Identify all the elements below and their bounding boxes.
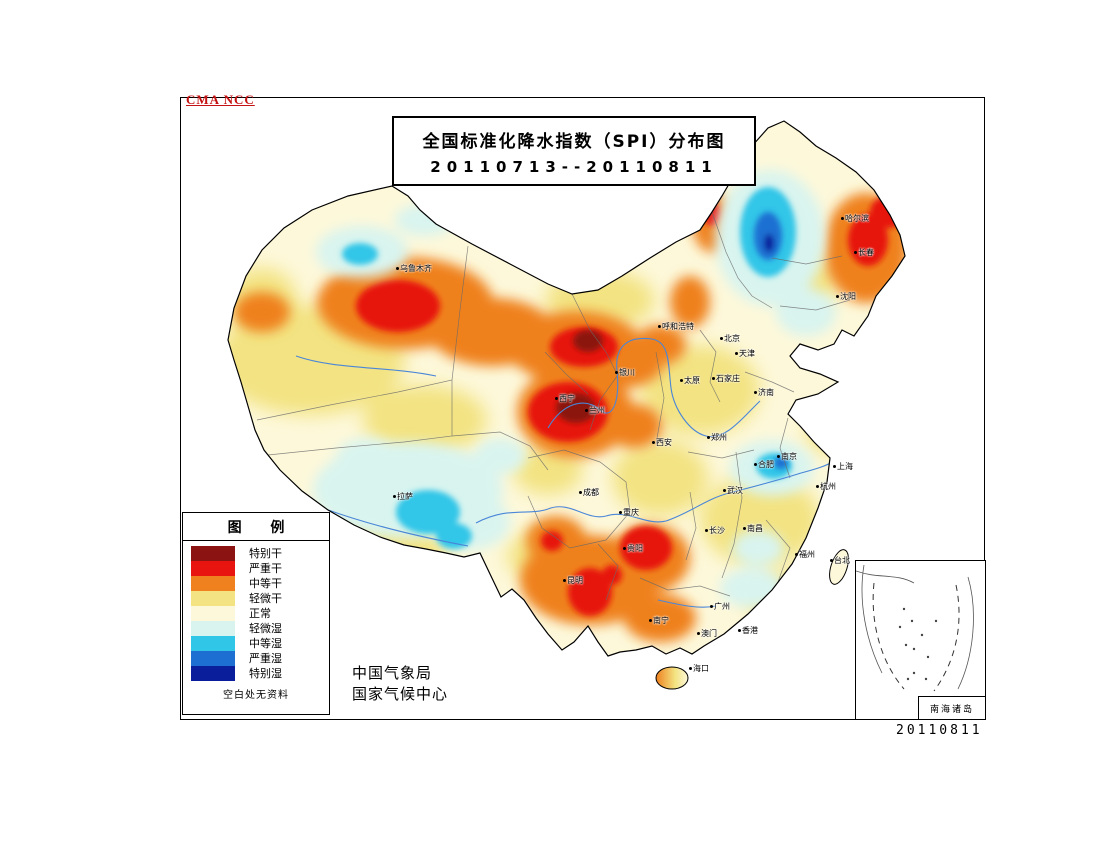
map-period: 20110713--20110811 (430, 157, 718, 176)
legend-title: 图 例 (183, 513, 329, 541)
legend-swatch (191, 576, 235, 591)
legend-item: 严重干 (191, 561, 329, 576)
org-line-2: 国家气候中心 (352, 685, 449, 703)
legend-swatch (191, 651, 235, 666)
title-box: 全国标准化降水指数（SPI）分布图 20110713--20110811 (392, 116, 756, 186)
legend-swatch (191, 621, 235, 636)
map-title: 全国标准化降水指数（SPI）分布图 (422, 131, 726, 152)
org-line-1: 中国气象局 (352, 664, 433, 682)
legend-swatch (191, 561, 235, 576)
legend-swatch (191, 636, 235, 651)
rivers (295, 337, 833, 608)
legend-label: 严重湿 (249, 652, 282, 665)
issue-date: 20110811 (896, 723, 983, 738)
legend-label: 中等湿 (249, 637, 282, 650)
extreme-dry-zones (556, 330, 603, 423)
legend-label: 严重干 (249, 562, 282, 575)
legend-swatch (191, 666, 235, 681)
legend-items: 特别干严重干中等干轻微干正常轻微湿中等湿严重湿特别湿 (183, 541, 329, 681)
severe-wet-zones (754, 212, 788, 469)
inset-islands (898, 607, 938, 681)
china-outline (227, 120, 906, 657)
legend: 图 例 特别干严重干中等干轻微干正常轻微湿中等湿严重湿特别湿 空白处无资料 (182, 512, 330, 715)
legend-label: 中等干 (249, 577, 282, 590)
legend-item: 严重湿 (191, 651, 329, 666)
legend-item: 轻微干 (191, 591, 329, 606)
legend-item: 特别湿 (191, 666, 329, 681)
province-boundaries (256, 211, 851, 601)
inset-map (855, 564, 974, 692)
legend-item: 轻微湿 (191, 621, 329, 636)
taiwan-island (829, 549, 849, 585)
legend-label: 特别湿 (249, 667, 282, 680)
legend-item: 中等湿 (191, 636, 329, 651)
legend-item: 特别干 (191, 546, 329, 561)
inset-label: 南海诸岛 (918, 696, 986, 720)
legend-label: 特别干 (249, 547, 282, 560)
organization: 中国气象局 国家气候中心 (352, 663, 448, 705)
legend-item: 中等干 (191, 576, 329, 591)
cma-ncc-watermark: CMA NCC (186, 92, 255, 107)
legend-label: 轻微干 (249, 592, 282, 605)
hainan-island (655, 666, 689, 690)
legend-swatch (191, 546, 235, 561)
legend-swatch (191, 606, 235, 621)
legend-label: 轻微湿 (249, 622, 282, 635)
legend-item: 正常 (191, 606, 329, 621)
legend-swatch (191, 591, 235, 606)
legend-footnote: 空白处无资料 (223, 690, 289, 701)
south-china-sea-inset: 南海诸岛 (855, 560, 986, 720)
legend-label: 正常 (249, 607, 271, 620)
